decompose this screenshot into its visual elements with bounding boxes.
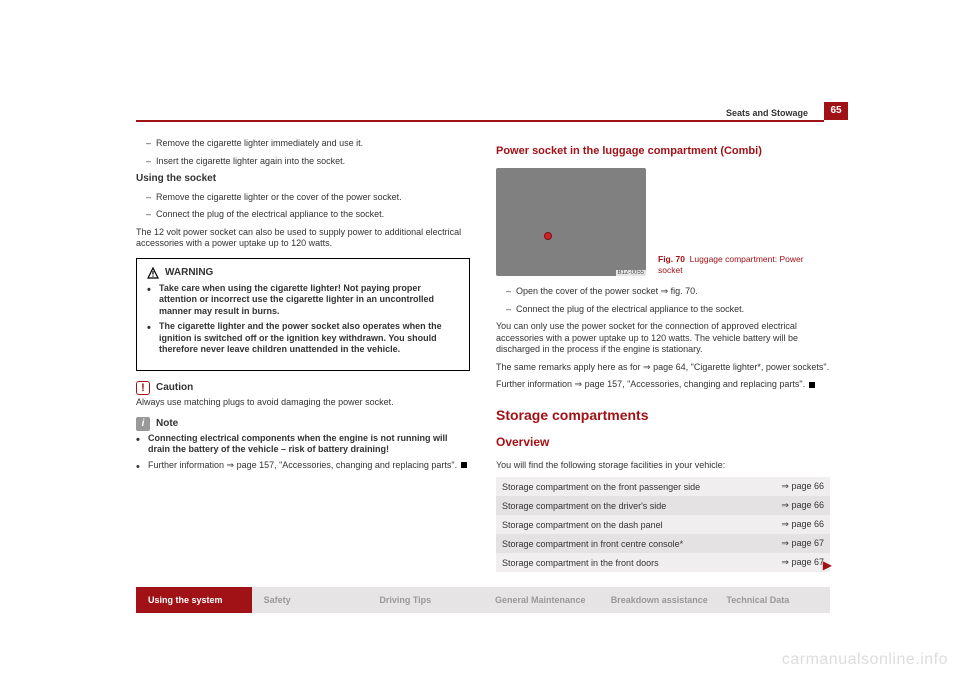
heading-power-socket: Power socket in the luggage compartment … xyxy=(496,144,830,158)
list-item: Open the cover of the power socket ⇒ fig… xyxy=(506,286,830,298)
tab-safety[interactable]: Safety xyxy=(252,587,368,613)
list-item: Insert the cigarette lighter again into … xyxy=(146,156,470,168)
list-item: Connect the plug of the electrical appli… xyxy=(146,209,470,221)
table-cell-label: Storage compartment in the front doors xyxy=(496,553,761,572)
tab-technical-data[interactable]: Technical Data xyxy=(714,587,830,613)
body-text: The 12 volt power socket can also be use… xyxy=(136,227,470,250)
list-item: Remove the cigarette lighter or the cove… xyxy=(146,192,470,204)
figure-caption: Fig. 70 Luggage compartment: Power socke… xyxy=(658,254,818,276)
table-row: Storage compartment in the front doors⇒ … xyxy=(496,553,830,572)
page-content: Seats and Stowage 65 Remove the cigarett… xyxy=(136,106,830,572)
table-row: Storage compartment on the front passeng… xyxy=(496,477,830,496)
page-number: 65 xyxy=(824,102,848,120)
warning-box: WARNING Take care when using the cigaret… xyxy=(136,258,470,371)
list-item: Remove the cigarette lighter immediately… xyxy=(146,138,470,150)
end-marker-icon xyxy=(809,382,815,388)
subheading-using-socket: Using the socket xyxy=(136,173,470,186)
left-column: Remove the cigarette lighter immediately… xyxy=(136,138,470,572)
overview-intro: You will find the following storage faci… xyxy=(496,460,830,472)
continue-arrow-icon: ▶ xyxy=(823,558,832,572)
table-cell-label: Storage compartment on the dash panel xyxy=(496,515,761,534)
figure-corner-code: B1Z-0055 xyxy=(616,270,646,276)
running-head: Seats and Stowage 65 xyxy=(136,106,830,122)
warning-label: WARNING xyxy=(165,267,213,278)
socket-indicator-icon xyxy=(544,232,552,240)
info-icon: i xyxy=(136,417,150,431)
table-cell-label: Storage compartment on the driver's side xyxy=(496,496,761,515)
caution-header: ! Caution xyxy=(136,381,470,395)
table-row: Storage compartment in front centre cons… xyxy=(496,534,830,553)
caution-text: Always use matching plugs to avoid damag… xyxy=(136,397,470,409)
body-text: You can only use the power socket for th… xyxy=(496,321,830,356)
table-row: Storage compartment on the driver's side… xyxy=(496,496,830,515)
watermark: carmanualsonline.info xyxy=(782,651,948,669)
figure-image: B1Z-0055 xyxy=(496,168,646,276)
body-text: The same remarks apply here as for ⇒ pag… xyxy=(496,362,830,374)
heading-storage: Storage compartments xyxy=(496,407,830,425)
warning-bullet: The cigarette lighter and the power sock… xyxy=(147,321,459,356)
end-marker-icon xyxy=(461,462,467,468)
tab-using-system[interactable]: Using the system xyxy=(136,587,252,613)
note-label: Note xyxy=(156,418,178,429)
caution-icon: ! xyxy=(136,381,150,395)
caution-label: Caution xyxy=(156,382,193,393)
tab-breakdown[interactable]: Breakdown assistance xyxy=(599,587,715,613)
figure-number: Fig. 70 xyxy=(658,254,685,264)
figure-row: B1Z-0055 Fig. 70 Luggage compartment: Po… xyxy=(496,168,830,276)
warning-icon xyxy=(147,267,159,279)
further-info-text: Further information ⇒ page 157, "Accesso… xyxy=(496,379,805,389)
table-cell-ref: ⇒ page 67 xyxy=(761,553,830,572)
table-cell-ref: ⇒ page 67 xyxy=(761,534,830,553)
note-bullet: Further information ⇒ page 157, "Accesso… xyxy=(136,460,470,472)
section-title: Seats and Stowage xyxy=(726,108,808,118)
table-cell-ref: ⇒ page 66 xyxy=(761,496,830,515)
tab-driving-tips[interactable]: Driving Tips xyxy=(367,587,483,613)
table-cell-label: Storage compartment in front centre cons… xyxy=(496,534,761,553)
header-rule xyxy=(136,120,824,122)
storage-table: Storage compartment on the front passeng… xyxy=(496,477,830,572)
body-text: Further information ⇒ page 157, "Accesso… xyxy=(496,379,830,391)
warning-bullet: Take care when using the cigarette light… xyxy=(147,283,459,318)
note-bullet: Connecting electrical components when th… xyxy=(136,433,470,456)
table-cell-ref: ⇒ page 66 xyxy=(761,515,830,534)
table-cell-label: Storage compartment on the front passeng… xyxy=(496,477,761,496)
warning-header: WARNING xyxy=(147,267,459,279)
footer-tabs: Using the system Safety Driving Tips Gen… xyxy=(136,587,830,613)
note-further-text: Further information ⇒ page 157, "Accesso… xyxy=(148,460,457,470)
tab-general-maintenance[interactable]: General Maintenance xyxy=(483,587,599,613)
right-column: Power socket in the luggage compartment … xyxy=(496,138,830,572)
two-column-layout: Remove the cigarette lighter immediately… xyxy=(136,138,830,572)
table-row: Storage compartment on the dash panel⇒ p… xyxy=(496,515,830,534)
table-cell-ref: ⇒ page 66 xyxy=(761,477,830,496)
note-header: i Note xyxy=(136,417,470,431)
heading-overview: Overview xyxy=(496,435,830,450)
list-item: Connect the plug of the electrical appli… xyxy=(506,304,830,316)
